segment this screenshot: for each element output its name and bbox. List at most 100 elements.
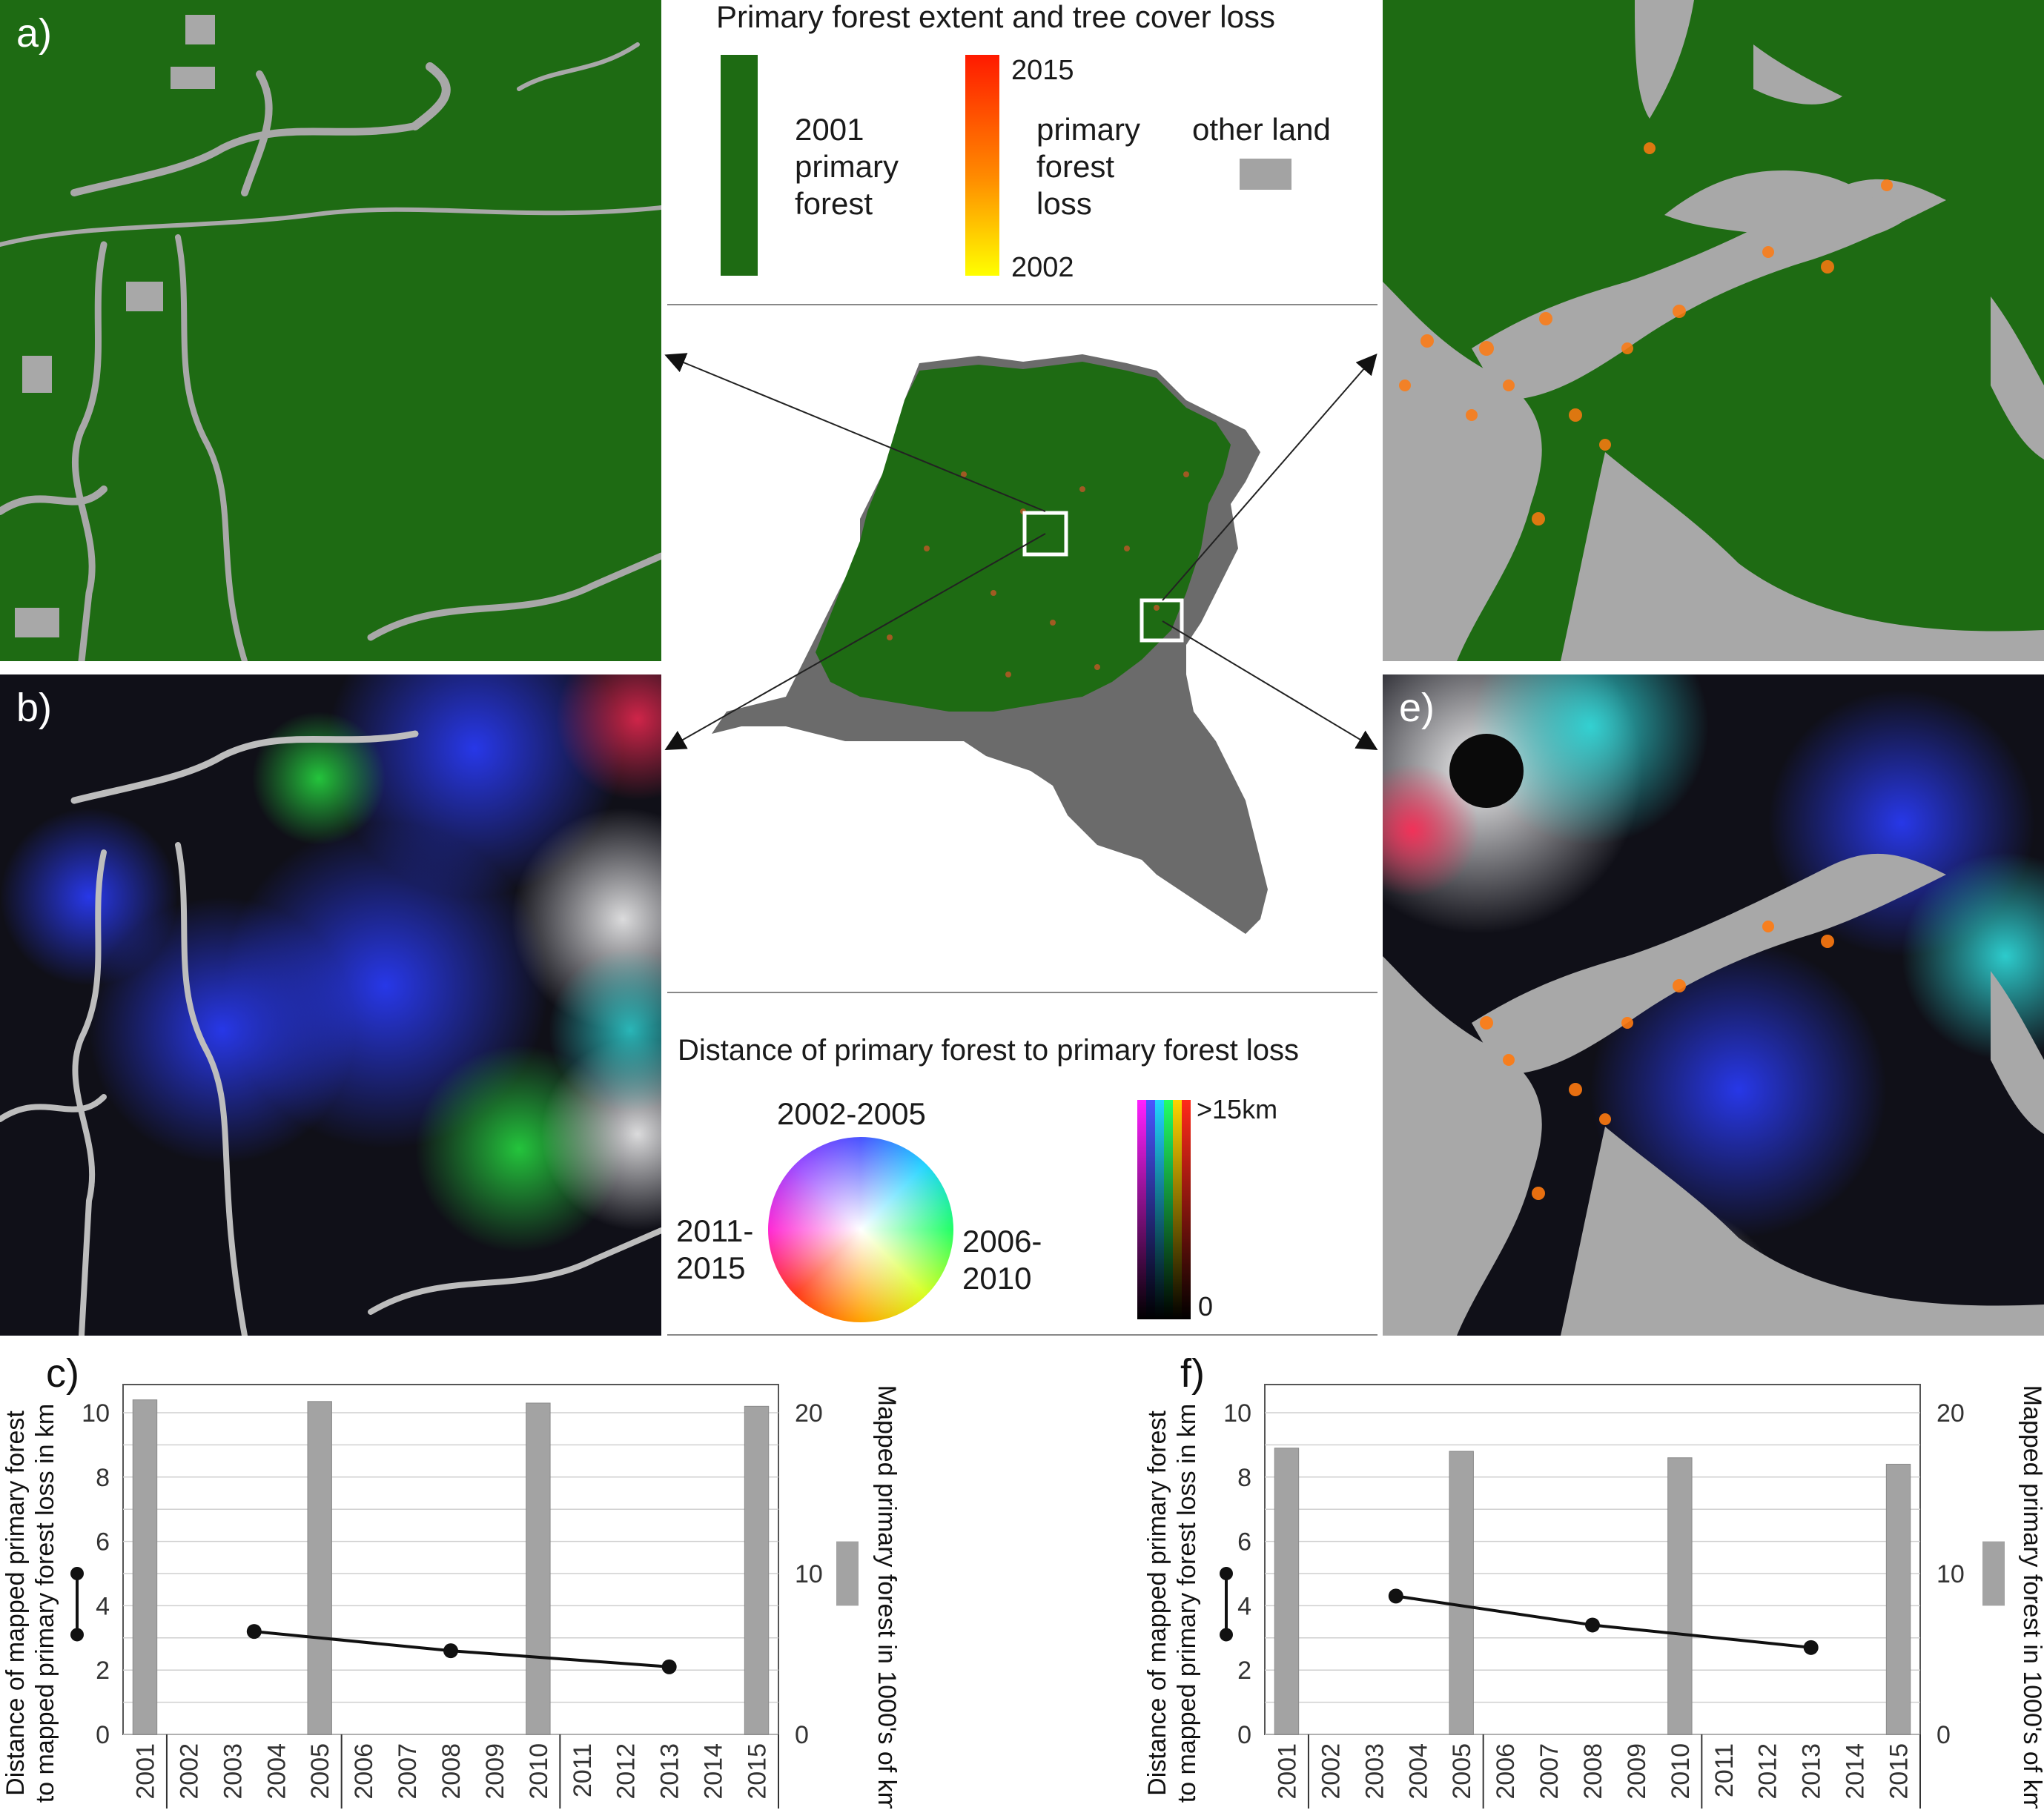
x-tick-label: 2011 [1710, 1743, 1739, 1797]
inset-box-d [1140, 598, 1184, 643]
line-legend-dot [70, 1567, 84, 1580]
inset-box-a [1022, 511, 1068, 557]
x-tick-label: 2008 [437, 1743, 466, 1800]
x-tick-label: 2010 [1667, 1743, 1695, 1800]
other-land-swatch [1240, 159, 1291, 190]
loss-legend-bottom: 2002 [1011, 252, 1074, 283]
distance-scale-bottom: 0 [1198, 1291, 1214, 1322]
wheel-label-right: 2006- 2010 [962, 1224, 1042, 1296]
line-legend-dot [1220, 1628, 1233, 1642]
distance-point [661, 1659, 677, 1674]
x-tick-label: 2003 [219, 1743, 247, 1800]
map-panel-b: b) [0, 674, 661, 1336]
x-tick-label: 2015 [744, 1743, 772, 1800]
x-tick-label: 2006 [1492, 1743, 1520, 1800]
x-tick-label: 2005 [1448, 1743, 1476, 1800]
forest-map-a [0, 15, 661, 661]
divider-top [667, 304, 1377, 305]
y-tick-label-left: 8 [1237, 1464, 1251, 1492]
panel-label-c: c) [46, 1351, 79, 1396]
y-tick-label-left: 4 [96, 1592, 110, 1620]
loss-legend-top: 2015 [1011, 55, 1074, 86]
y-tick-label-left: 8 [96, 1464, 110, 1492]
plot-frame [122, 1384, 779, 1735]
x-tick-label: 2014 [1842, 1743, 1870, 1800]
x-tick-label: 2005 [306, 1743, 334, 1800]
x-tick-label: 2013 [656, 1743, 684, 1800]
loss-legend-gradient [965, 55, 999, 276]
y-tick-label-left: 6 [1237, 1528, 1251, 1557]
x-tick-label: 2004 [262, 1743, 291, 1800]
y-tick-label-left: 10 [82, 1399, 110, 1428]
x-tick-label: 2002 [1317, 1743, 1345, 1800]
panel-label-f: f) [1180, 1351, 1205, 1396]
y-tick-label-left: 0 [96, 1721, 110, 1749]
x-tick-label: 2004 [1404, 1743, 1432, 1800]
y-tick-label-left: 2 [96, 1657, 110, 1685]
y-tick-label-right: 20 [795, 1399, 823, 1428]
y-tick-label-left: 2 [1237, 1657, 1251, 1685]
bar-2001 [132, 1399, 158, 1735]
x-tick-label: 2014 [700, 1743, 728, 1800]
bar-2015 [744, 1405, 770, 1735]
distance-point [246, 1624, 262, 1640]
x-tick-label: 2008 [1579, 1743, 1607, 1800]
x-tick-label: 2013 [1798, 1743, 1826, 1800]
distance-point [1388, 1588, 1403, 1604]
y-tick-label-right: 20 [1936, 1399, 1965, 1428]
distance-point [443, 1643, 458, 1659]
distance-map-b [0, 674, 661, 1336]
distance-scale-top: >15km [1197, 1094, 1278, 1124]
x-tick-label: 2007 [394, 1743, 422, 1800]
drc-map [712, 354, 1268, 934]
bar-2010 [1667, 1457, 1693, 1735]
x-tick-label: 2007 [1535, 1743, 1564, 1800]
country-map [667, 326, 1377, 993]
distance-point [1585, 1617, 1600, 1633]
bar-2015 [1885, 1463, 1911, 1735]
x-tick-label: 2009 [1623, 1743, 1651, 1800]
map-panel-e: e) [1383, 674, 2044, 1336]
y-axis-title-left: Distance of mapped primary forest [1, 1410, 30, 1796]
plot-frame [1264, 1384, 1921, 1735]
distance-map-e [1383, 674, 2044, 1336]
x-tick-label: 2001 [131, 1743, 159, 1800]
bar-2005 [307, 1401, 332, 1735]
legend-title: Primary forest extent and tree cover los… [716, 0, 1275, 34]
distance-legend-title: Distance of primary forest to primary fo… [678, 1034, 1300, 1067]
y-axis-title-right: Mapped primary forest in 1000's of km² [873, 1385, 901, 1809]
bar-2010 [526, 1402, 551, 1735]
panel-label-b: b) [16, 686, 53, 730]
panel-label-e: e) [1399, 686, 1435, 730]
panel-label-a: a) [16, 11, 53, 56]
distance-scale-bar [1137, 1100, 1191, 1319]
y-axis-title-left: to mapped primary forest loss in km [1173, 1404, 1201, 1803]
chart-c: 0 2 4 6 8 10 0 10 20 2001 2002 2003 2004 2005 2006 2007… [1, 1384, 901, 1809]
forest-map-d [1383, 0, 2044, 661]
x-tick-label: 2006 [350, 1743, 378, 1800]
y-axis-title-left: Distance of mapped primary forest [1143, 1410, 1171, 1796]
y-tick-label-right: 0 [1936, 1721, 1951, 1749]
loss-legend-label: primary forest loss [1036, 112, 1141, 221]
map-panel-a: a) [0, 0, 661, 661]
chart-f: 0 2 4 6 8 10 0 10 20 2001 2002 2003 2004 2005 2006 2007… [1143, 1384, 2044, 1809]
divider-middle [667, 992, 1377, 993]
wheel-label-left: 2011- 2015 [676, 1213, 754, 1285]
bar-legend-swatch [1982, 1541, 2005, 1606]
x-tick-label: 2010 [525, 1743, 553, 1800]
distance-point [1803, 1640, 1819, 1655]
x-tick-label: 2002 [175, 1743, 203, 1800]
y-tick-label-right: 10 [795, 1560, 823, 1588]
y-tick-label-left: 10 [1223, 1399, 1251, 1428]
x-tick-label: 2003 [1360, 1743, 1389, 1800]
y-tick-label-left: 0 [1237, 1721, 1251, 1749]
x-tick-label: 2009 [481, 1743, 509, 1800]
forest-legend-label: 2001 primary forest [795, 112, 899, 221]
color-wheel [768, 1137, 953, 1322]
wheel-label-top: 2002-2005 [777, 1096, 926, 1131]
y-axis-title-left: to mapped primary forest loss in km [31, 1404, 59, 1803]
y-tick-label-right: 0 [795, 1721, 809, 1749]
forest-legend-swatch [721, 55, 758, 276]
x-tick-label: 2001 [1273, 1743, 1301, 1800]
